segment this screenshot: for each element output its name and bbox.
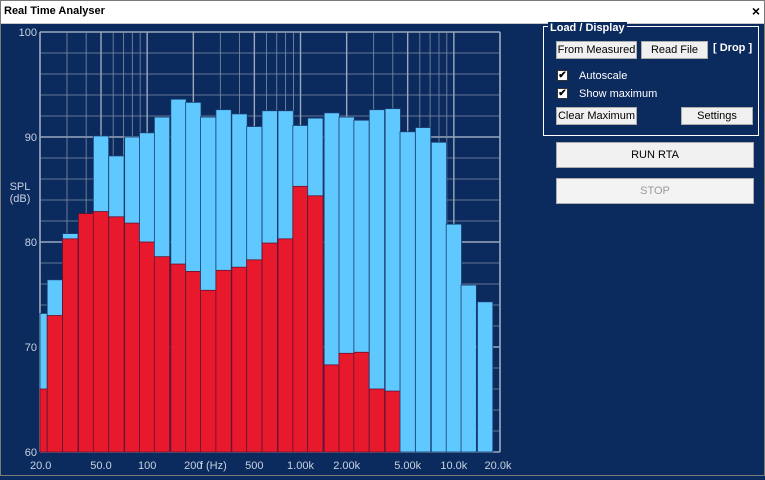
- x-tick-label: 100: [138, 460, 156, 472]
- max-bar: [415, 127, 432, 453]
- x-tick-label: 20.0k: [485, 460, 512, 472]
- current-bar: [139, 241, 156, 453]
- current-bar: [323, 364, 340, 453]
- x-tick-label: 5.00k: [394, 460, 421, 472]
- current-bar: [384, 390, 401, 453]
- current-bar: [353, 351, 370, 453]
- current-bar: [78, 213, 95, 453]
- current-bar: [124, 222, 141, 453]
- current-bar: [153, 256, 171, 453]
- autoscale-label: Autoscale: [579, 70, 628, 82]
- y-tick-label: 90: [25, 132, 37, 144]
- current-bar: [215, 269, 232, 453]
- chart-bars: [39, 98, 494, 453]
- current-bar: [246, 259, 263, 453]
- stop-button[interactable]: STOP: [556, 178, 754, 204]
- run-rta-button[interactable]: RUN RTA: [556, 142, 754, 168]
- title-bar: Real Time Analyser ×: [1, 1, 764, 24]
- x-tick-label: 20.0: [30, 460, 51, 472]
- y-tick-label: 100: [19, 27, 37, 39]
- x-tick-label: f (Hz): [200, 460, 227, 472]
- x-tick-label: 200: [184, 460, 202, 472]
- max-bar: [430, 141, 448, 453]
- current-bar: [307, 195, 324, 453]
- x-tick-label: 50.0: [90, 460, 111, 472]
- show-maximum-label: Show maximum: [579, 88, 658, 100]
- autoscale-checkbox[interactable]: ✔: [557, 70, 568, 81]
- x-tick-label: 10.0k: [440, 460, 467, 472]
- y-axis-label: SPL: [10, 181, 31, 193]
- from-measured-button[interactable]: From Measured: [556, 41, 637, 59]
- show-maximum-checkbox[interactable]: ✔: [557, 88, 568, 99]
- clear-maximum-button[interactable]: Clear Maximum: [556, 107, 637, 125]
- current-bar: [338, 352, 355, 453]
- current-bar: [231, 266, 248, 453]
- current-bar: [292, 185, 309, 453]
- current-bar: [108, 216, 125, 453]
- y-tick-label: 80: [25, 237, 37, 249]
- read-file-button[interactable]: Read File: [641, 41, 708, 59]
- window-title: Real Time Analyser: [4, 5, 105, 17]
- y-axis-label: (dB): [10, 193, 31, 205]
- current-bar: [185, 270, 202, 453]
- current-bar: [368, 388, 385, 453]
- drop-target[interactable]: [ Drop ]: [713, 42, 753, 54]
- current-bar: [200, 289, 217, 453]
- y-tick-label: 70: [25, 342, 37, 354]
- group-title: Load / Display: [548, 22, 627, 34]
- y-tick-label: 60: [25, 447, 37, 459]
- rta-chart: 100 90 80 70 60 SPL (dB) 20.0 50.0 100 200 f (Hz) 50…: [0, 23, 540, 475]
- max-bar: [399, 131, 416, 453]
- current-bar: [39, 388, 49, 453]
- max-bar: [460, 284, 477, 453]
- settings-button[interactable]: Settings: [681, 107, 753, 125]
- current-bar: [170, 263, 187, 453]
- max-bar: [445, 223, 462, 453]
- close-icon[interactable]: ×: [751, 3, 760, 19]
- max-bar: [477, 301, 494, 453]
- load-display-group: [543, 26, 759, 136]
- x-tick-label: 1.00k: [287, 460, 314, 472]
- current-bar: [62, 238, 79, 453]
- current-bar: [46, 315, 63, 453]
- current-bar: [92, 211, 110, 453]
- current-bar: [261, 242, 278, 453]
- x-tick-label: 500: [245, 460, 263, 472]
- x-tick-label: 2.00k: [333, 460, 360, 472]
- current-bar: [277, 238, 294, 453]
